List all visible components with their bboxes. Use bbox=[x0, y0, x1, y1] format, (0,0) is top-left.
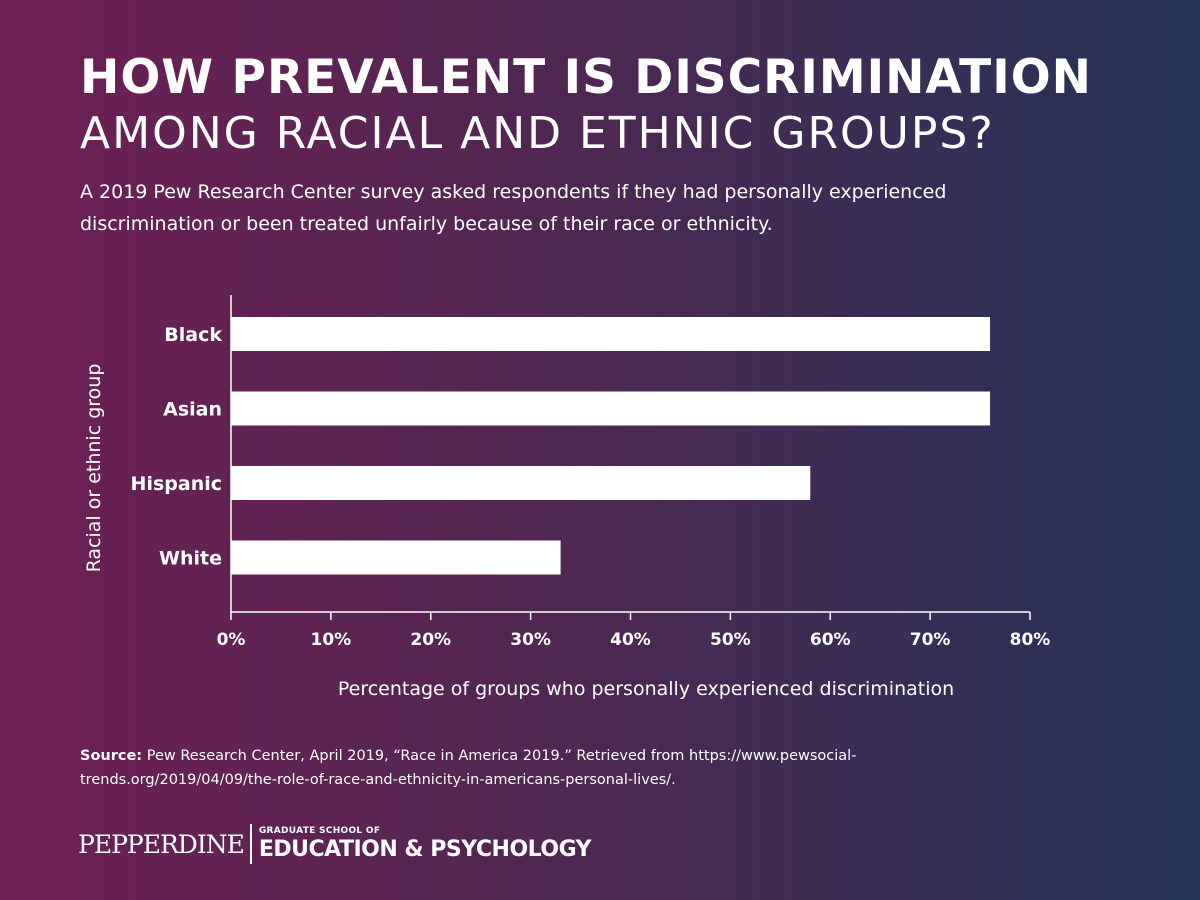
source-label: Source: bbox=[80, 748, 143, 764]
logo-school: GRADUATE SCHOOL OF EDUCATION & PSYCHOLOG… bbox=[258, 826, 592, 862]
x-tick-label: 30% bbox=[510, 630, 551, 650]
title-line-2: AMONG RACIAL AND ETHNIC GROUPS? bbox=[80, 108, 995, 159]
bar-black bbox=[231, 317, 991, 351]
logo-wordmark: Pepperdine bbox=[78, 829, 245, 859]
x-tick-label: 40% bbox=[610, 630, 651, 650]
logo-line-1: GRADUATE SCHOOL OF bbox=[258, 826, 381, 836]
pepperdine-logo: Pepperdine GRADUATE SCHOOL OF EDUCATION … bbox=[78, 822, 592, 866]
x-tick-label: 20% bbox=[410, 630, 451, 650]
source-note: Source: Pew Research Center, April 2019,… bbox=[80, 744, 940, 792]
category-label-hispanic: Hispanic bbox=[131, 473, 222, 495]
title-line-1: HOW PREVALENT IS DISCRIMINATION bbox=[80, 50, 1092, 105]
x-ticks: 0% 10% 20% 30% 40% 50% 60% 70% 80% bbox=[217, 612, 1051, 650]
subtitle: A 2019 Pew Research Center survey asked … bbox=[80, 181, 947, 235]
logo-divider bbox=[249, 824, 252, 864]
category-labels: Black Asian Hispanic White bbox=[131, 324, 223, 570]
bar-white bbox=[231, 540, 561, 575]
y-axis-title: Racial or ethnic group bbox=[83, 364, 105, 573]
x-tick-label: 50% bbox=[710, 630, 751, 650]
category-label-white: White bbox=[159, 548, 222, 570]
category-label-black: Black bbox=[164, 324, 222, 346]
bar-asian bbox=[231, 391, 991, 426]
x-tick-label: 60% bbox=[810, 630, 851, 650]
category-label-asian: Asian bbox=[163, 399, 222, 421]
bar-chart: Black Asian Hispanic White 0% 10% 20% 30% 40% 50… bbox=[0, 0, 1200, 720]
logo-line-2: EDUCATION & PSYCHOLOGY bbox=[258, 837, 592, 862]
x-tick-label: 0% bbox=[217, 630, 246, 650]
x-tick-label: 70% bbox=[910, 630, 951, 650]
bar-hispanic bbox=[231, 466, 811, 500]
x-tick-label: 10% bbox=[311, 630, 352, 650]
x-axis-title: Percentage of groups who personally expe… bbox=[338, 678, 954, 700]
x-tick-label: 80% bbox=[1010, 630, 1051, 650]
source-text: Pew Research Center, April 2019, “Race i… bbox=[80, 748, 857, 788]
bars-group bbox=[231, 317, 991, 575]
